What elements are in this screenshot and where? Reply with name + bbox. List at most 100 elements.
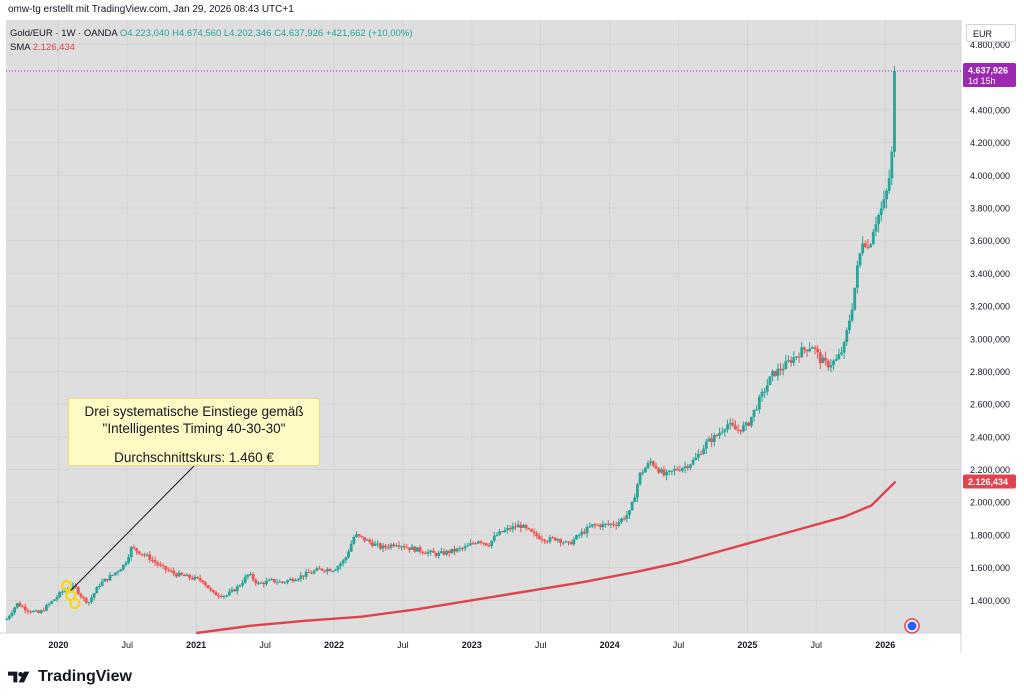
- candle-body: [718, 432, 721, 436]
- candle-body: [373, 543, 377, 546]
- candle-body: [225, 595, 229, 597]
- candle-body: [702, 448, 706, 455]
- entry-marker[interactable]: [61, 579, 73, 592]
- last-price-countdown: 1d 15h: [968, 76, 996, 86]
- candle-body: [601, 523, 605, 528]
- price-axis: [961, 20, 1024, 633]
- candle-body: [771, 370, 774, 377]
- candle-body: [495, 534, 499, 536]
- candle-body: [522, 524, 525, 528]
- candle-body: [418, 547, 422, 552]
- candle-body: [797, 356, 801, 358]
- candle-body: [18, 603, 22, 607]
- candle-body: [71, 585, 75, 590]
- candle-body: [227, 591, 231, 596]
- y-tick-label: 4.800,000: [970, 40, 1010, 50]
- candle-body: [365, 539, 369, 541]
- candle-body: [400, 546, 403, 548]
- legend-sma-label[interactable]: SMA: [10, 42, 31, 53]
- candle-body: [206, 585, 210, 589]
- candle-body: [609, 523, 613, 525]
- candle-body: [143, 554, 146, 556]
- candle-body: [193, 576, 197, 580]
- candle-body: [336, 566, 340, 570]
- candle-body: [447, 550, 451, 553]
- y-tick-label: 4.000,000: [970, 171, 1010, 181]
- candle-body: [424, 552, 427, 554]
- candle-body: [233, 589, 237, 592]
- candle-body: [691, 460, 695, 465]
- candle-body: [283, 582, 287, 584]
- candle-body: [877, 215, 880, 225]
- candle-body: [270, 579, 274, 581]
- candle-body: [347, 551, 350, 558]
- candle-body: [779, 368, 782, 371]
- currency-button[interactable]: EUR: [966, 24, 1016, 42]
- candle-body: [556, 539, 560, 541]
- legend-symbol[interactable]: Gold/EUR · 1W · OANDA: [10, 28, 118, 39]
- candle-body: [249, 574, 252, 576]
- candle-body: [50, 601, 54, 604]
- candle-body: [166, 569, 170, 571]
- candle-body: [188, 574, 191, 578]
- candle-body: [630, 502, 634, 511]
- candle-body: [344, 557, 348, 561]
- candle-body: [341, 560, 345, 564]
- candle-body: [673, 469, 676, 471]
- candle-body: [845, 330, 849, 343]
- candle-body: [736, 429, 740, 431]
- x-tick-label: Jul: [673, 640, 685, 650]
- candle-body: [643, 468, 647, 473]
- y-tick-label: 4.400,000: [970, 105, 1010, 115]
- candle-body: [506, 527, 509, 530]
- candle-body: [288, 579, 292, 581]
- candle-body: [421, 551, 425, 553]
- entry-marker[interactable]: [69, 597, 81, 610]
- y-tick-label: 2.600,000: [970, 400, 1010, 410]
- candle-body: [498, 531, 502, 535]
- candle-body: [243, 576, 247, 583]
- candle-body: [381, 545, 385, 549]
- candle-body: [90, 597, 93, 602]
- candle-body: [60, 591, 64, 593]
- candle-body: [596, 524, 600, 526]
- candle-body: [23, 606, 27, 611]
- candle-body: [13, 607, 17, 613]
- candle-body: [477, 541, 480, 544]
- candle-body: [315, 568, 319, 571]
- chart-canvas[interactable]: 1.400,000 1.600,000 1.800,000 2.000,000 2.20…: [0, 20, 1024, 662]
- annotation-note[interactable]: Drei systematische Einstiege gemäß "Inte…: [68, 398, 320, 466]
- candle-body: [172, 570, 176, 574]
- replay-icon[interactable]: [904, 618, 920, 634]
- candle-body: [585, 527, 589, 534]
- candle-body: [710, 438, 714, 443]
- candle-body: [408, 547, 411, 550]
- y-tick-label: 3.400,000: [970, 269, 1010, 279]
- x-tick-label: Jul: [535, 640, 547, 650]
- candle-body: [720, 431, 724, 433]
- candle-body: [445, 550, 449, 555]
- candle-body: [712, 435, 716, 443]
- candle-body: [185, 574, 189, 577]
- candle-body: [810, 347, 814, 349]
- candle-body: [140, 553, 144, 555]
- candle-body: [137, 551, 141, 554]
- candle-body: [890, 151, 894, 179]
- candle-body: [776, 368, 780, 376]
- candle-body: [296, 578, 300, 581]
- tradingview-brand[interactable]: TradingView: [8, 668, 132, 686]
- candle-body: [280, 581, 284, 583]
- legend-high: H4.674,560: [172, 28, 222, 39]
- candle-body: [699, 453, 703, 455]
- candle-body: [683, 466, 687, 469]
- candle-body: [731, 422, 735, 426]
- candle-body: [320, 568, 324, 571]
- candle-body: [45, 605, 48, 611]
- candle-body: [657, 468, 661, 473]
- candle-body: [21, 606, 24, 608]
- candle-body: [127, 557, 130, 563]
- candle-body: [458, 548, 462, 550]
- candle-body: [352, 536, 356, 544]
- candle-body: [209, 588, 213, 591]
- candle-body: [15, 603, 19, 608]
